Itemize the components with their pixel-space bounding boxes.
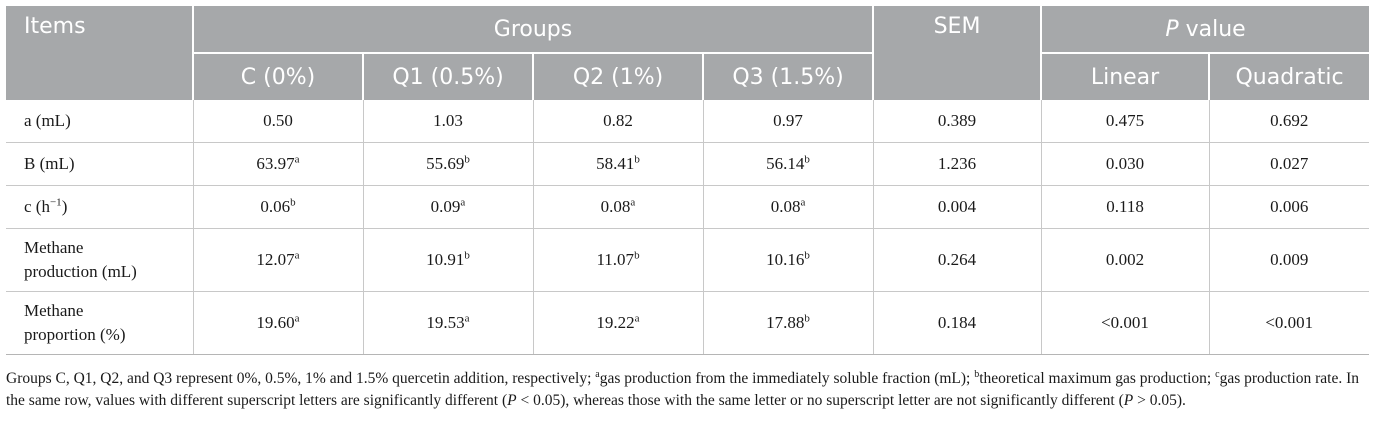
row-label: B (mL)	[6, 142, 193, 186]
cell-linear: 0.002	[1040, 228, 1210, 292]
cell-q2: 11.07b	[532, 228, 703, 292]
table-footnote: Groups C, Q1, Q2, and Q3 represent 0%, 0…	[6, 368, 1360, 409]
table-row: Methane proportion (%) 19.60a 19.53a 19.2…	[6, 291, 1370, 355]
table-row: c (h−1) 0.06b 0.09a 0.08a 0.08a 0.004 0.…	[6, 185, 1370, 229]
cell-q1: 10.91b	[362, 228, 533, 292]
cell-sem: 0.264	[872, 228, 1042, 292]
cell-q2: 0.08a	[532, 185, 703, 229]
header-items: Items	[6, 6, 193, 100]
row-label: Methane proportion (%)	[6, 291, 193, 355]
cell-q1: 19.53a	[362, 291, 533, 355]
row-label: a (mL)	[6, 100, 193, 143]
cell-q2: 58.41b	[532, 142, 703, 186]
cell-q1: 0.09a	[362, 185, 533, 229]
cell-linear: <0.001	[1040, 291, 1210, 355]
cell-quadratic: 0.692	[1208, 100, 1370, 143]
row-label: c (h−1)	[6, 185, 193, 229]
header-pvalue-rest: value	[1178, 16, 1246, 42]
cell-linear: 0.475	[1040, 100, 1210, 143]
table-row: Methane production (mL) 12.07a 10.91b 11.…	[6, 228, 1370, 292]
header-pvalue: P value	[1040, 6, 1370, 54]
header-group-c: C (0%)	[192, 53, 363, 100]
cell-linear: 0.030	[1040, 142, 1210, 186]
cell-q1: 1.03	[362, 100, 533, 143]
header-quadratic: Quadratic	[1208, 53, 1370, 100]
cell-q2: 0.82	[532, 100, 703, 143]
cell-quadratic: 0.006	[1208, 185, 1370, 229]
header-group-q3: Q3 (1.5%)	[701, 53, 874, 100]
header-pvalue-p: P	[1165, 16, 1179, 42]
header-group-q2: Q2 (1%)	[532, 53, 703, 100]
cell-quadratic: 0.009	[1208, 228, 1370, 292]
cell-q3: 56.14b	[702, 142, 874, 186]
header-sem: SEM	[872, 6, 1042, 100]
cell-q3: 0.08a	[702, 185, 874, 229]
cell-quadratic: <0.001	[1208, 291, 1370, 355]
cell-c: 0.50	[192, 100, 363, 143]
cell-c: 0.06b	[192, 185, 363, 229]
cell-q3: 10.16b	[702, 228, 874, 292]
cell-sem: 0.004	[872, 185, 1042, 229]
cell-sem: 0.389	[872, 100, 1042, 143]
cell-q2: 19.22a	[532, 291, 703, 355]
cell-sem: 1.236	[872, 142, 1042, 186]
cell-linear: 0.118	[1040, 185, 1210, 229]
cell-c: 63.97a	[192, 142, 363, 186]
header-linear: Linear	[1040, 53, 1210, 100]
header-groups: Groups	[191, 6, 874, 54]
cell-q1: 55.69b	[362, 142, 533, 186]
table-row: a (mL) 0.50 1.03 0.82 0.97 0.389 0.475 0…	[6, 100, 1370, 143]
cell-c: 19.60a	[192, 291, 363, 355]
table-row: B (mL) 63.97a 55.69b 58.41b 56.14b 1.236…	[6, 142, 1370, 186]
cell-quadratic: 0.027	[1208, 142, 1370, 186]
header-group-q1: Q1 (0.5%)	[362, 53, 533, 100]
cell-c: 12.07a	[192, 228, 363, 292]
cell-sem: 0.184	[872, 291, 1042, 355]
row-label: Methane production (mL)	[6, 228, 193, 292]
results-table: Items Groups SEM P value C (0%) Q1 (0.5%…	[6, 6, 1370, 355]
cell-q3: 0.97	[702, 100, 874, 143]
cell-q3: 17.88b	[702, 291, 874, 355]
